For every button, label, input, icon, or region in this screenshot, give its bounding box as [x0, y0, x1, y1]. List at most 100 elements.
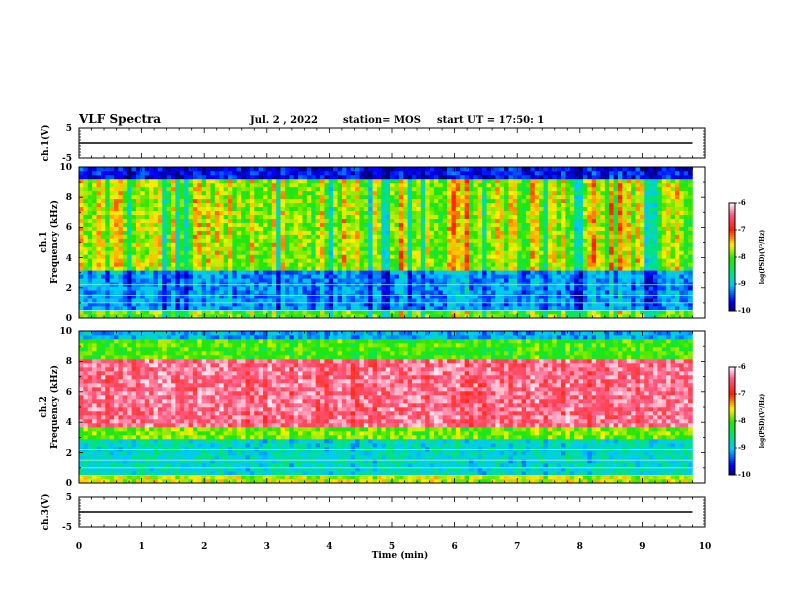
- spectrogram-cell: [490, 302, 496, 307]
- ch1-ylabel: ch.1(V): [40, 125, 51, 162]
- spectrogram-cell: [451, 242, 457, 247]
- spectrogram-cell: [368, 210, 373, 215]
- spectrogram-cell: [254, 258, 259, 263]
- spectrogram-cell: [219, 278, 224, 283]
- spectrogram-cell: [565, 290, 571, 295]
- spectrogram-cell: [609, 238, 614, 243]
- spectrogram-cell: [482, 174, 487, 180]
- spectrogram-cell: [271, 186, 277, 192]
- spectrogram-cell: [249, 278, 255, 283]
- spectrogram-cell: [565, 186, 571, 192]
- spectrogram-cell: [398, 254, 404, 259]
- spectrogram-cell: [412, 234, 417, 239]
- spectrogram-cell: [350, 222, 356, 227]
- spectrogram-cell: [609, 174, 614, 180]
- spectrogram-cell: [631, 262, 636, 267]
- spectrogram-cell: [162, 190, 167, 196]
- spectrogram-cell: [412, 262, 417, 267]
- spectrogram-cell: [578, 266, 584, 271]
- spectrogram-cell: [114, 274, 119, 279]
- spectrogram-cell: [521, 202, 527, 208]
- spectrogram-cell: [622, 286, 628, 291]
- spectrogram-cell: [245, 290, 251, 295]
- spectrogram-cell: [289, 302, 295, 307]
- spectrogram-cell: [236, 282, 242, 287]
- spectrogram-cell: [122, 194, 128, 200]
- spectrogram-cell: [175, 186, 181, 192]
- spectrogram-cell: [289, 222, 295, 227]
- spectrogram-cell: [144, 242, 150, 247]
- spectrogram-cell: [245, 234, 251, 239]
- spectrogram-cell: [92, 226, 97, 231]
- spectrogram-cell: [604, 250, 610, 255]
- spectrogram-cell: [87, 174, 93, 180]
- spectrogram-cell: [114, 262, 119, 267]
- spectrogram-cell: [460, 242, 465, 247]
- spectrogram-cell: [337, 306, 343, 311]
- spectrogram-cell: [499, 286, 505, 291]
- spectrogram-cell: [539, 170, 544, 176]
- spectrogram-cell: [495, 182, 500, 188]
- spectrogram-cell: [464, 178, 470, 184]
- spectrogram-cell: [241, 206, 246, 212]
- spectrogram-cell: [96, 254, 102, 259]
- spectrogram-cell: [341, 306, 347, 311]
- spectrogram-cell: [135, 198, 141, 204]
- spectrogram-cell: [604, 314, 610, 319]
- spectrogram-cell: [306, 170, 312, 176]
- spectrogram-cell: [135, 302, 141, 307]
- spectrogram-cell: [284, 202, 290, 208]
- spectrogram-cell: [87, 202, 93, 208]
- spectrogram-cell: [192, 266, 198, 271]
- spectrogram-cell: [385, 174, 391, 180]
- ch1-spectrogram-panel: 0 2 4 6 8 10 ch.1 Frequency (kHz): [39, 163, 706, 324]
- spectrogram-cell: [179, 222, 185, 227]
- spectrogram-cell: [87, 282, 93, 287]
- spectrogram-cell: [346, 254, 351, 259]
- spectrogram-cell: [429, 178, 435, 184]
- spectrogram-cell: [635, 238, 641, 243]
- spectrogram-cell: [302, 290, 308, 295]
- spectrogram-cell: [368, 258, 373, 263]
- spectrogram-cell: [96, 238, 102, 243]
- spectrogram-cell: [622, 250, 628, 255]
- spectrogram-cell: [569, 170, 575, 176]
- spectrogram-cell: [355, 230, 360, 235]
- spectrogram-cell: [245, 186, 251, 192]
- spectrogram-cell: [127, 186, 132, 192]
- spectrogram-cell: [210, 314, 216, 319]
- spectrogram-cell: [521, 298, 527, 303]
- spectrogram-cell: [407, 266, 413, 271]
- spectrogram-cell: [96, 206, 102, 212]
- spectrogram-cell: [442, 302, 448, 307]
- spectrogram-cell: [512, 294, 518, 299]
- spectrogram-cell: [363, 170, 369, 176]
- spectrogram-cell: [552, 182, 557, 188]
- spectrogram-cell: [83, 306, 89, 311]
- spectrogram-cell: [206, 262, 211, 267]
- spectrogram-cell: [144, 266, 150, 271]
- spectrogram-cell: [232, 274, 238, 279]
- spectrogram-cell: [416, 246, 422, 251]
- spectrogram-cell: [254, 167, 259, 172]
- spectrogram-cell: [381, 167, 387, 172]
- spectrogram-cell: [122, 226, 128, 231]
- spectrogram-cell: [206, 202, 211, 208]
- spectrogram-cell: [512, 314, 518, 319]
- spectrogram-cell: [258, 222, 264, 227]
- spectrogram-cell: [460, 230, 465, 235]
- spectrogram-cell: [385, 202, 391, 208]
- spectrogram-cell: [482, 178, 487, 184]
- spectrogram-cell: [385, 266, 391, 271]
- spectrogram-cell: [162, 294, 167, 299]
- spectrogram-cell: [368, 182, 373, 188]
- spectrogram-cell: [157, 178, 163, 184]
- spectrogram-cell: [122, 270, 128, 275]
- spectrogram-cell: [100, 170, 106, 176]
- spectrogram-cell: [359, 182, 365, 188]
- spectrogram-cell: [390, 274, 395, 279]
- spectrogram-cell: [135, 270, 141, 275]
- spectrogram-cell: [613, 218, 619, 223]
- spectrogram-cell: [517, 210, 522, 215]
- spectrogram-cell: [333, 310, 338, 315]
